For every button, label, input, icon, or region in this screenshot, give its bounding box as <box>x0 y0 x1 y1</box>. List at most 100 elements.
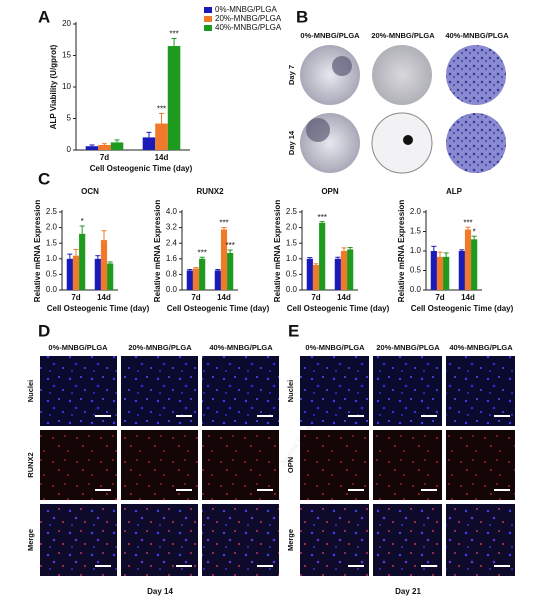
significance: * <box>473 227 476 236</box>
y-tick-label: 0.0 <box>46 285 58 294</box>
row-label: Day 14 <box>287 130 296 155</box>
bar <box>192 268 200 290</box>
column-header: 40%-MNBG/PLGA <box>449 343 513 352</box>
y-tick-label: 15 <box>62 51 71 60</box>
error-bar <box>114 139 120 143</box>
micrograph <box>121 430 198 500</box>
x-tick-label: 14d <box>97 293 111 302</box>
micrograph <box>446 504 515 576</box>
y-tick-label: 1.5 <box>286 238 298 247</box>
x-tick-label: 7d <box>191 293 200 302</box>
y-tick-label: 5 <box>67 114 72 123</box>
chart-title: RUNX2 <box>196 187 224 196</box>
legend-swatch <box>204 25 212 31</box>
micrograph <box>202 356 279 426</box>
y-tick-label: 0.0 <box>166 285 178 294</box>
micrograph <box>373 430 442 500</box>
y-tick-label: 1.6 <box>166 254 178 263</box>
bar <box>347 249 354 290</box>
error-bar <box>171 37 177 47</box>
micrograph <box>446 356 515 426</box>
legend-swatch <box>204 7 212 13</box>
y-tick-label: 1.0 <box>410 246 422 255</box>
micrograph <box>121 504 198 576</box>
micrograph <box>446 430 515 500</box>
bar <box>155 123 168 150</box>
y-tick-label: 0.0 <box>286 285 298 294</box>
y-tick-label: 1.5 <box>410 227 422 236</box>
error-bar <box>443 252 449 257</box>
bar <box>458 251 465 290</box>
y-axis-label: Relative mRNA Expression <box>397 200 406 303</box>
y-tick-label: 1.0 <box>286 254 298 263</box>
stain-spot <box>332 56 352 76</box>
panel-label: B <box>296 7 308 26</box>
column-header: 0%-MNBG/PLGA <box>48 343 108 352</box>
x-tick-label: 7d <box>311 293 320 302</box>
scale-bars <box>95 415 273 567</box>
bar <box>199 258 206 290</box>
error-bar <box>159 112 164 124</box>
y-tick-label: 0 <box>67 145 72 154</box>
y-tick-label: 2.5 <box>286 207 298 216</box>
significance: *** <box>463 218 472 227</box>
y-axis-label: Relative mRNA Expression <box>273 200 282 303</box>
row-label: Nuclei <box>286 380 295 403</box>
error-bar <box>307 257 313 259</box>
error-bar <box>465 226 471 230</box>
stain-image <box>371 112 433 174</box>
bar <box>100 240 108 290</box>
y-tick-label: 4.0 <box>166 207 178 216</box>
significance: *** <box>225 241 234 250</box>
error-bar <box>313 263 319 266</box>
bar <box>214 270 221 290</box>
x-axis-label: Cell Osteogenic Time (day) <box>47 304 150 313</box>
error-bar <box>146 131 152 138</box>
error-bar <box>67 253 73 259</box>
bar <box>334 258 341 290</box>
error-bar <box>95 255 101 259</box>
stain-spot <box>403 135 413 145</box>
bar <box>430 251 437 290</box>
bar <box>319 222 326 290</box>
bar <box>443 256 450 290</box>
row-label: RUNX2 <box>26 452 35 477</box>
error-bar <box>79 225 85 234</box>
x-tick-label: 7d <box>100 153 109 162</box>
y-tick-label: 2.4 <box>166 238 178 247</box>
bar <box>79 233 86 290</box>
x-axis-label: Cell Osteogenic Time (day) <box>167 304 270 313</box>
bar <box>186 270 193 290</box>
y-tick-label: 20 <box>62 19 71 28</box>
chart-title: OCN <box>81 187 99 196</box>
significance: *** <box>157 105 166 114</box>
significance: *** <box>219 219 228 228</box>
column-header: 0%-MNBG/PLGA <box>305 343 365 352</box>
error-bar <box>221 227 227 230</box>
panel-d-images <box>40 356 279 576</box>
panel-label: C <box>38 169 50 188</box>
column-header: 20%-MNBG/PLGA <box>376 343 440 352</box>
micrograph <box>300 430 369 500</box>
micrograph <box>40 504 117 576</box>
column-header: 0%-MNBG/PLGA <box>300 31 360 40</box>
error-bar <box>199 256 205 259</box>
stain-image <box>446 45 506 105</box>
micrograph <box>373 504 442 576</box>
significance: *** <box>169 30 178 39</box>
y-tick-label: 2.0 <box>46 223 58 232</box>
error-bar <box>319 221 325 223</box>
panel-label: D <box>38 321 50 340</box>
micrograph <box>121 356 198 426</box>
chart-title: OPN <box>321 187 339 196</box>
panel-label: E <box>288 321 299 340</box>
y-tick-label: 1.5 <box>46 238 58 247</box>
row-label: Merge <box>26 529 35 551</box>
scale-bars <box>348 415 510 567</box>
stain-image <box>446 113 506 173</box>
bar <box>107 263 114 290</box>
significance: * <box>81 217 84 226</box>
y-tick-label: 2.0 <box>410 207 422 216</box>
error-bar <box>471 235 477 240</box>
bar <box>85 146 99 150</box>
